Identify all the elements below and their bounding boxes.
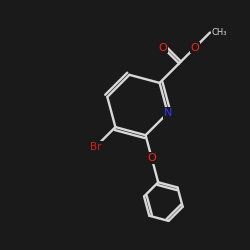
Text: Br: Br [90, 142, 102, 152]
Text: O: O [147, 153, 156, 163]
Text: O: O [159, 42, 168, 52]
Text: N: N [164, 108, 172, 118]
Text: O: O [190, 42, 199, 52]
Text: CH₃: CH₃ [211, 28, 227, 37]
